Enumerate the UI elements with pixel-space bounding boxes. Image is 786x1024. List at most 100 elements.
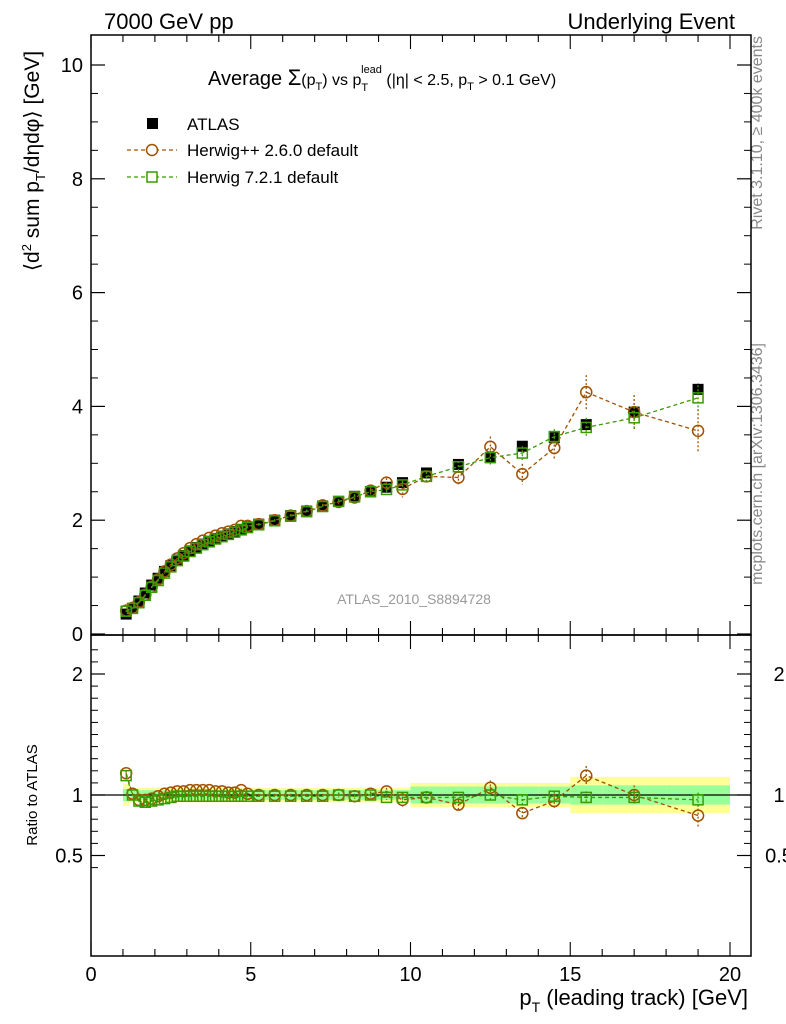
ratio-data-point	[692, 794, 704, 806]
ratio-y-axis-label: Ratio to ATLAS	[24, 744, 41, 845]
main-data-point	[396, 479, 409, 491]
main-y-tick-label: 10	[61, 55, 83, 77]
legend-label-herwigpp: Herwig++ 2.6.0 default	[187, 141, 358, 160]
main-data-point	[284, 510, 297, 522]
main-y-tick-label: 8	[72, 169, 83, 191]
ratio-data-point	[216, 790, 228, 802]
main-data-point	[628, 412, 640, 424]
ratio-data-point	[152, 794, 164, 806]
ratio-data-point	[126, 789, 139, 801]
ratio-data-point	[197, 790, 209, 802]
ratio-data-point	[203, 790, 215, 802]
main-data-point	[348, 491, 361, 503]
main-data-point	[241, 521, 254, 534]
x-tick-label: 5	[245, 964, 256, 986]
title-cuts-end: > 0.1 GeV)	[474, 72, 556, 89]
ratio-data-point	[235, 790, 247, 802]
ratio-data-point	[165, 791, 177, 804]
ratio-data-point	[420, 791, 433, 804]
main-data-point	[268, 515, 281, 527]
main-data-point	[145, 581, 158, 594]
main-data-point	[139, 589, 152, 602]
ratio-data-point	[158, 792, 171, 805]
main-data-point	[203, 536, 215, 548]
x-axis-label: pT (leading track) [GeV]	[519, 985, 748, 1015]
ratio-plot-panel: 0 5 10 15 20 0.5 0.5 1 1 2 2 Ratio to ATLAS pT (le…	[24, 634, 786, 1015]
main-data-point	[146, 579, 158, 591]
legend-marker-herwig7	[146, 171, 158, 183]
main-data-point	[580, 419, 592, 431]
series-atlas	[120, 383, 704, 620]
x-tick-label: 10	[399, 964, 421, 986]
ratio-data-point	[348, 790, 361, 802]
main-data-point	[364, 486, 377, 498]
main-data-point	[380, 483, 393, 496]
title-sigma: Σ	[288, 65, 302, 90]
main-data-point	[580, 421, 592, 434]
main-data-point	[222, 528, 235, 541]
ratio-data-point	[628, 791, 640, 804]
main-data-point	[229, 526, 241, 538]
main-y-axis-label: ⟨d2 sum pT/dηdφ⟩ [GeV]	[19, 51, 48, 271]
ratio-data-point	[190, 790, 203, 802]
main-data-point	[190, 542, 203, 554]
main-y-tick-label: 4	[72, 396, 83, 418]
ratio-data-point	[145, 795, 158, 807]
ratio-data-point	[516, 794, 529, 806]
legend: ATLAS Herwig++ 2.6.0 default Herwig 7.2.…	[127, 115, 358, 187]
ratio-data-point	[452, 791, 465, 804]
ratio-data-point	[579, 769, 593, 782]
main-data-point	[516, 447, 529, 459]
ratio-y-tick-label-right: 2	[773, 664, 784, 686]
main-data-point	[152, 574, 164, 587]
title-average: Average	[208, 68, 288, 90]
main-data-point	[158, 567, 171, 579]
ratio-y-tick-label: 0.5	[55, 846, 83, 868]
ratio-data-point	[177, 790, 190, 802]
main-data-point	[316, 500, 329, 513]
main-data-point	[691, 424, 705, 438]
ratio-y-tick-label: 1	[72, 785, 83, 807]
ratio-data-point	[252, 790, 265, 802]
ratio-data-point	[332, 789, 345, 801]
ratio-data-point	[284, 790, 297, 802]
ratio-data-point	[516, 806, 529, 820]
header-process-label: Underlying Event	[567, 9, 735, 34]
main-data-point	[139, 587, 151, 599]
main-data-point	[165, 560, 177, 572]
title-sigma-sub: T	[316, 81, 323, 93]
ratio-data-point	[209, 790, 222, 802]
main-series-line	[125, 397, 699, 612]
main-data-point	[120, 605, 132, 617]
ratio-data-point	[133, 795, 145, 807]
main-y-tick-label: 0	[72, 624, 83, 646]
main-data-point	[252, 519, 265, 531]
title-vs: vs p	[328, 72, 362, 89]
ratio-data-point	[364, 789, 377, 801]
main-data-point	[692, 383, 704, 395]
main-data-point	[692, 392, 704, 404]
main-data-point	[548, 441, 561, 455]
x-tick-label: 20	[719, 964, 741, 986]
ratio-data-point	[171, 790, 184, 802]
x-tick-label: 15	[559, 964, 581, 986]
main-data-point	[165, 561, 177, 573]
title-sigma-close: )	[322, 72, 327, 89]
main-data-point	[332, 495, 345, 508]
ratio-data-point	[184, 790, 196, 802]
main-data-point	[516, 467, 529, 481]
ratio-data-point	[139, 796, 152, 809]
analysis-watermark: ATLAS_2010_S8894728	[337, 591, 491, 607]
series-herwig-7-2-1-default	[120, 769, 704, 809]
legend-label-atlas: ATLAS	[187, 115, 240, 134]
ratio-data-point	[548, 790, 561, 802]
ratio-y-tick-label-right: 1	[773, 785, 784, 807]
ratio-data-point	[241, 790, 254, 802]
title-vs-sub: T	[361, 82, 368, 94]
main-data-point	[209, 533, 222, 545]
ratio-data-point	[222, 790, 235, 802]
title-cuts: (|η| < 2.5, p	[382, 72, 467, 89]
ratio-data-point	[691, 809, 705, 822]
